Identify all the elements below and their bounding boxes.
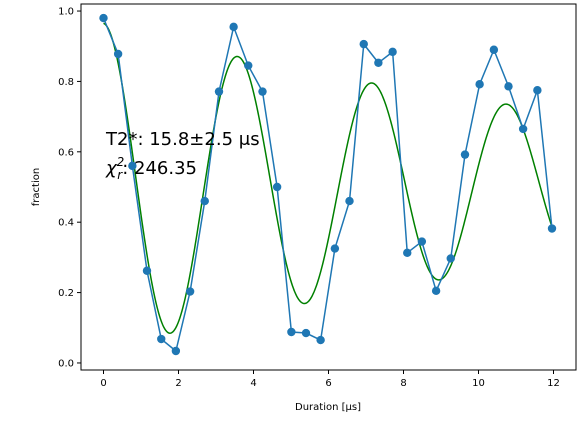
- y-tick-label: 0.2: [58, 288, 74, 299]
- data-point: [403, 248, 412, 258]
- data-point: [113, 49, 123, 59]
- chi-squared-annotation: χ2 r: 246.35: [105, 155, 197, 182]
- chi-superscript: 2: [117, 155, 125, 169]
- data-point: [272, 182, 282, 192]
- x-tick-label: 0: [100, 378, 106, 389]
- y-tick-label: 1.0: [58, 7, 74, 18]
- x-tick-label: 4: [250, 378, 256, 389]
- x-tick-label: 8: [400, 378, 406, 389]
- x-axis-label: Duration [μs]: [295, 402, 361, 413]
- data-point: [157, 334, 166, 344]
- y-tick-label: 0.4: [58, 218, 74, 229]
- data-point: [533, 86, 542, 95]
- x-tick-label: 2: [175, 378, 181, 389]
- x-tick-label: 12: [547, 378, 560, 389]
- data-point: [330, 244, 340, 253]
- data-series-layer: [99, 13, 557, 356]
- data-point: [475, 80, 484, 89]
- x-axis-ticks: 0 2 4 6 8 10 12: [100, 370, 560, 389]
- data-point: [171, 346, 181, 356]
- data-point: [446, 254, 455, 263]
- data-point: [359, 39, 368, 49]
- data-point: [489, 45, 499, 54]
- x-tick-label: 10: [472, 378, 485, 389]
- data-point: [142, 266, 152, 275]
- x-tick-label: 6: [325, 378, 331, 389]
- data-point: [214, 87, 224, 96]
- data-point: [229, 22, 238, 32]
- data-line: [102, 17, 553, 353]
- chi-value: : 246.35: [122, 158, 197, 179]
- data-point: [460, 150, 470, 159]
- data-point: [417, 237, 427, 246]
- data-point: [244, 61, 253, 70]
- data-point: [518, 124, 528, 134]
- fit-curve: [103, 22, 553, 334]
- data-point: [200, 196, 209, 206]
- fit-curve-layer: [103, 22, 553, 334]
- y-axis-label: fraction: [31, 168, 42, 206]
- chi-symbol: χ: [105, 158, 118, 179]
- y-tick-label: 0.8: [58, 77, 74, 88]
- y-tick-label: 0.0: [58, 358, 74, 369]
- y-axis-ticks: 0.0 0.2 0.4 0.6 0.8 1.0: [58, 7, 81, 369]
- data-point: [504, 82, 513, 91]
- data-point: [547, 224, 557, 233]
- data-point: [431, 286, 441, 296]
- data-point: [388, 47, 397, 57]
- data-point: [287, 327, 296, 337]
- data-point: [99, 13, 108, 23]
- data-point: [301, 328, 311, 338]
- data-point: [128, 161, 137, 171]
- chi-subscript: r: [117, 168, 123, 182]
- data-point: [374, 58, 383, 67]
- plot-area: [81, 4, 576, 370]
- data-point: [316, 335, 325, 345]
- y-tick-label: 0.6: [58, 147, 74, 158]
- data-point: [185, 287, 195, 296]
- data-point: [258, 87, 267, 96]
- data-point: [345, 196, 354, 206]
- t2-annotation: T2*: 15.8±2.5 μs: [105, 129, 260, 150]
